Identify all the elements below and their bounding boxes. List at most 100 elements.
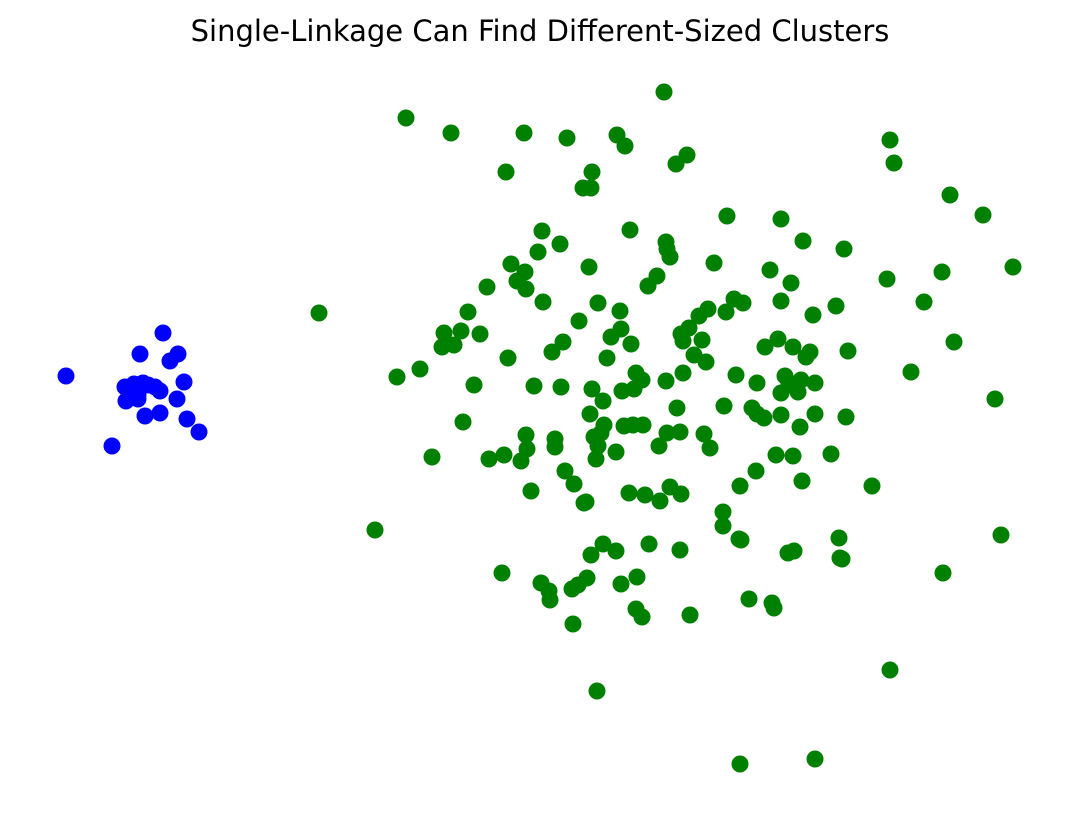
scatter-point-s1-76 [945, 333, 963, 351]
scatter-point-s1-70 [622, 335, 640, 353]
scatter-point-s1-16 [974, 206, 992, 224]
scatter-point-s1-135 [784, 447, 802, 465]
scatter-point-s1-107 [668, 399, 686, 417]
scatter-point-s1-146 [863, 477, 881, 495]
scatter-point-s1-28 [705, 254, 723, 272]
scatter-point-s1-191 [806, 750, 824, 768]
scatter-point-s1-78 [598, 349, 616, 367]
scatter-point-s1-81 [499, 349, 517, 367]
scatter-point-s1-96 [525, 377, 543, 395]
scatter-point-s1-4 [558, 129, 576, 147]
scatter-point-s1-180 [628, 568, 646, 586]
scatter-point-s1-38 [639, 277, 657, 295]
scatter-point-s1-74 [797, 348, 815, 366]
scatter-point-s1-18 [772, 210, 790, 228]
scatter-point-s1-42 [534, 293, 552, 311]
scatter-point-s1-140 [587, 450, 605, 468]
scatter-point-s1-186 [633, 608, 651, 626]
scatter-point-s0-16 [168, 390, 186, 408]
points-layer [57, 83, 1022, 773]
scatter-point-s1-156 [714, 503, 732, 521]
scatter-point-s1-8 [667, 155, 685, 173]
scatter-point-s1-155 [672, 485, 690, 503]
scatter-point-s1-95 [465, 376, 483, 394]
scatter-point-s1-138 [495, 446, 513, 464]
scatter-point-s1-179 [612, 575, 630, 593]
scatter-point-s1-14 [582, 179, 600, 197]
scatter-point-s1-114 [986, 390, 1004, 408]
scatter-point-s1-192 [731, 755, 749, 773]
scatter-point-s1-187 [681, 606, 699, 624]
scatter-point-s1-165 [607, 542, 625, 560]
scatter-point-s1-39 [782, 274, 800, 292]
scatter-point-s1-126 [671, 423, 689, 441]
scatter-point-s1-163 [366, 521, 384, 539]
scatter-point-s1-120 [791, 418, 809, 436]
scatter-point-s1-12 [583, 163, 601, 181]
scatter-point-s1-103 [782, 375, 800, 393]
scatter-point-s0-1 [154, 324, 172, 342]
scatter-point-s1-150 [577, 493, 595, 511]
scatter-point-s1-83 [388, 368, 406, 386]
scatter-point-s1-1 [397, 109, 415, 127]
scatter-point-s1-71 [756, 338, 774, 356]
scatter-point-s1-26 [835, 240, 853, 258]
scatter-point-s1-113 [837, 408, 855, 426]
scatter-point-s1-132 [650, 437, 668, 455]
scatter-point-s1-9 [881, 131, 899, 149]
scatter-point-s1-32 [1004, 258, 1022, 276]
scatter-point-s1-121 [517, 426, 535, 444]
scatter-point-s0-4 [161, 352, 179, 370]
scatter-point-s1-11 [497, 163, 515, 181]
scatter-point-s0-17 [151, 404, 169, 422]
scatter-point-s1-159 [732, 531, 750, 549]
scatter-point-s1-46 [734, 294, 752, 312]
scatter-point-s1-41 [478, 278, 496, 296]
scatter-point-s1-183 [765, 599, 783, 617]
scatter-point-s1-168 [582, 546, 600, 564]
scatter-point-s1-75 [839, 342, 857, 360]
scatter-point-s1-80 [697, 353, 715, 371]
scatter-point-s1-164 [594, 535, 612, 553]
scatter-point-s0-20 [190, 423, 208, 441]
scatter-point-s1-68 [433, 338, 451, 356]
scatter-point-s1-61 [471, 325, 489, 343]
scatter-point-s1-64 [674, 332, 692, 350]
scatter-point-s1-66 [769, 330, 787, 348]
scatter-point-s1-84 [674, 364, 692, 382]
scatter-point-s0-18 [136, 407, 154, 425]
scatter-point-s1-60 [452, 322, 470, 340]
scatter-point-s1-188 [564, 615, 582, 633]
scatter-point-s1-157 [714, 517, 732, 535]
scatter-point-s1-125 [658, 424, 676, 442]
scatter-point-s1-128 [546, 438, 564, 456]
scatter-point-s1-62 [602, 328, 620, 346]
scatter-point-s1-0 [655, 83, 673, 101]
scatter-point-s1-91 [657, 372, 675, 390]
scatter-point-s1-139 [512, 452, 530, 470]
scatter-point-s1-153 [651, 492, 669, 510]
scatter-point-s1-88 [902, 363, 920, 381]
scatter-point-s1-54 [804, 306, 822, 324]
scatter-point-s1-65 [693, 331, 711, 349]
scatter-point-s1-17 [718, 207, 736, 225]
scatter-point-s1-167 [671, 541, 689, 559]
scatter-point-s1-190 [588, 682, 606, 700]
scatter-point-s1-56 [310, 304, 328, 322]
chart-title: Single-Linkage Can Find Different-Sized … [190, 14, 890, 48]
scatter-point-s1-171 [833, 550, 851, 568]
scatter-point-s1-119 [634, 416, 652, 434]
scatter-point-s1-25 [529, 243, 547, 261]
scatter-point-s0-3 [131, 345, 149, 363]
scatter-point-s1-148 [522, 482, 540, 500]
scatter-point-s1-77 [543, 343, 561, 361]
scatter-point-s1-147 [793, 472, 811, 490]
scatter-point-s1-98 [583, 380, 601, 398]
scatter-point-s1-52 [717, 303, 735, 321]
scatter-point-s1-19 [533, 222, 551, 240]
scatter-point-s1-189 [881, 661, 899, 679]
scatter-point-s1-82 [411, 360, 429, 378]
scatter-point-s1-59 [435, 324, 453, 342]
scatter-point-s1-31 [761, 261, 779, 279]
